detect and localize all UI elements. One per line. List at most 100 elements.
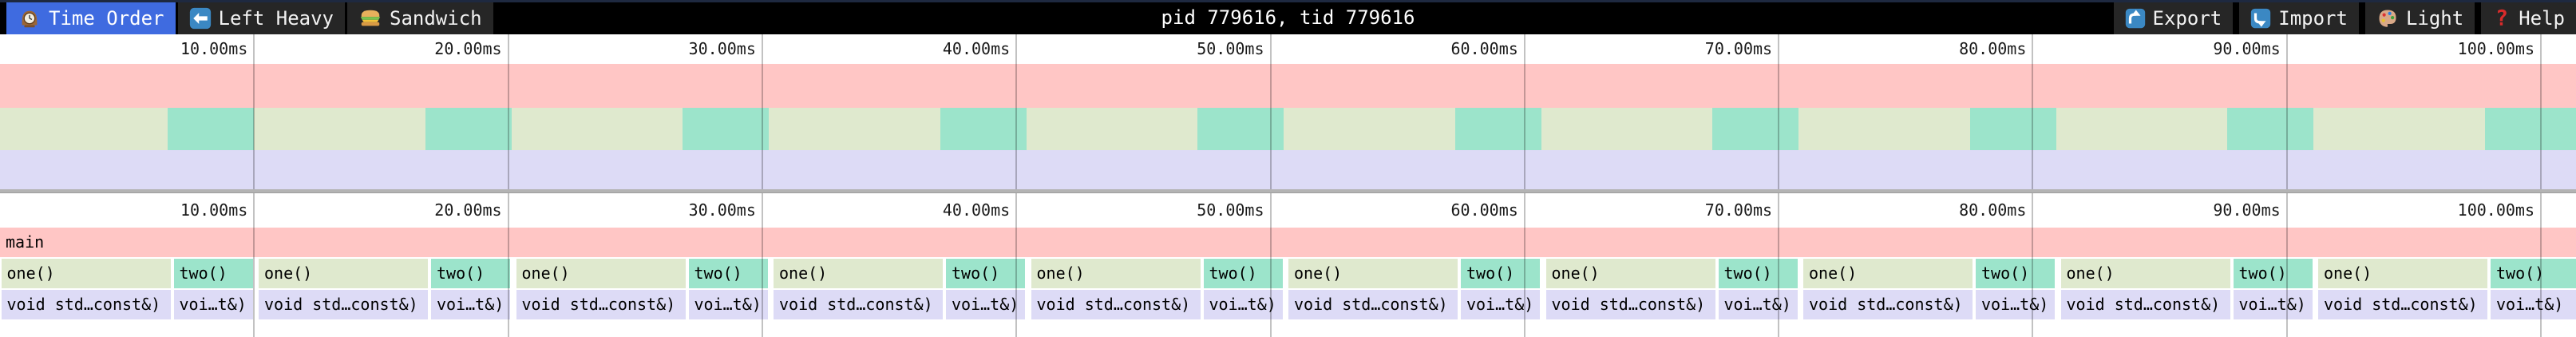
frame-one[interactable]: one() [1545, 259, 1715, 288]
tick-label: 30.00ms [688, 200, 756, 220]
tab-label: Time Order [49, 7, 164, 30]
button-label: Export [2152, 7, 2222, 30]
export-icon [2125, 8, 2145, 29]
frame-one-child[interactable]: void std…const&) [1803, 290, 1973, 319]
tick-label: 80.00ms [1959, 39, 2027, 58]
frame-two[interactable]: two() [1461, 259, 1540, 288]
frame-one[interactable]: one() [1803, 259, 1973, 288]
frame-one[interactable]: one() [2060, 259, 2230, 288]
minimap-two-segment [1712, 108, 1798, 150]
frame-one-child[interactable]: void std…const&) [1288, 290, 1458, 319]
minimap-band-one[interactable] [0, 108, 2576, 150]
frame-one-child[interactable]: void std…const&) [516, 290, 686, 319]
frame-one[interactable]: one() [259, 259, 428, 288]
help-button[interactable]: ? Help [2481, 2, 2576, 34]
frame-one-child[interactable]: void std…const&) [259, 290, 428, 319]
frame-two-child[interactable]: voi…t&) [2233, 290, 2313, 319]
frame-two-child[interactable]: voi…t&) [1976, 290, 2055, 319]
help-icon: ? [2495, 6, 2508, 30]
tab-sandwich[interactable]: Sandwich [347, 2, 493, 34]
frame-two[interactable]: two() [2491, 259, 2576, 288]
frame-two-child[interactable]: voi…t&) [688, 290, 768, 319]
frame-two[interactable]: two() [2233, 259, 2313, 288]
frame-two-child[interactable]: voi…t&) [1203, 290, 1283, 319]
minimap-band-void[interactable] [0, 150, 2576, 189]
light-button[interactable]: Light [2364, 2, 2475, 34]
frame-one-child[interactable]: void std…const&) [774, 290, 943, 319]
button-label: Light [2405, 7, 2464, 30]
frame-one[interactable]: one() [2318, 259, 2487, 288]
frame-two[interactable]: two() [688, 259, 768, 288]
view-tabs: Time Order Left Heavy Sandwich [6, 2, 493, 34]
minimap-two-segment [1969, 108, 2056, 150]
palette-icon [2379, 10, 2396, 27]
tick-label: 100.00ms [2457, 200, 2534, 220]
button-label: Help [2519, 7, 2565, 30]
frame-one-child[interactable]: void std…const&) [1, 290, 171, 319]
tick-label: 50.00ms [1197, 39, 1264, 58]
frame-one-child[interactable]: void std…const&) [1031, 290, 1201, 319]
minimap-two-segment [2227, 108, 2313, 150]
frame-two[interactable]: two() [431, 259, 510, 288]
minimap-two-segment [1197, 108, 1284, 150]
frame-one-child[interactable]: void std…const&) [2318, 290, 2487, 319]
tab-label: Sandwich [390, 7, 482, 30]
toolbar-actions: Export Import Light ? Help [2113, 2, 2576, 34]
frame-one[interactable]: one() [1, 259, 171, 288]
frame-two[interactable]: two() [1718, 259, 1798, 288]
frame-one[interactable]: one() [516, 259, 686, 288]
frame-two[interactable]: two() [1976, 259, 2055, 288]
tick-label: 10.00ms [180, 200, 248, 220]
frame-one[interactable]: one() [774, 259, 943, 288]
frame-two-child[interactable]: voi…t&) [1718, 290, 1798, 319]
tick-label: 40.00ms [942, 39, 1011, 58]
tab-label: Left Heavy [218, 7, 334, 30]
toolbar: Time Order Left Heavy Sandwich pid 77961… [0, 0, 2576, 34]
frame-two-child[interactable]: voi…t&) [2491, 290, 2576, 319]
tick-label: 50.00ms [1197, 200, 1264, 220]
frame-two-child[interactable]: voi…t&) [173, 290, 253, 319]
minimap-two-segment [940, 108, 1027, 150]
frame-one-child[interactable]: void std…const&) [2060, 290, 2230, 319]
minimap-two-segment [425, 108, 512, 150]
frame-two[interactable]: two() [1203, 259, 1283, 288]
frame-two[interactable]: two() [173, 259, 253, 288]
pane-resize-divider[interactable] [0, 189, 2576, 193]
minimap-ruler: 10.00ms 20.00ms 30.00ms 40.00ms 50.00ms 60.00… [0, 34, 2576, 64]
export-button[interactable]: Export [2113, 2, 2234, 34]
tick-label: 10.00ms [180, 39, 248, 58]
flamechart-pane[interactable]: 10.00ms 20.00ms 30.00ms 40.00ms 50.00ms 60.00… [0, 193, 2576, 337]
tick-label: 40.00ms [942, 200, 1011, 220]
frame-two[interactable]: two() [946, 259, 1025, 288]
import-button[interactable]: Import [2239, 2, 2359, 34]
frame-main[interactable]: main [0, 228, 2576, 257]
tick-label: 100.00ms [2457, 39, 2534, 58]
frame-two-child[interactable]: voi…t&) [1461, 290, 1540, 319]
window-top-strip [0, 0, 2576, 2]
minimap-band-main[interactable] [0, 64, 2576, 108]
tick-label: 60.00ms [1450, 39, 1518, 58]
flamechart-ruler: 10.00ms 20.00ms 30.00ms 40.00ms 50.00ms 60.00… [0, 193, 2576, 227]
tab-left-heavy[interactable]: Left Heavy [177, 2, 345, 34]
minimap-two-segment [683, 108, 769, 150]
profile-title: pid 779616, tid 779616 [1161, 6, 1415, 29]
svg-text:?: ? [2495, 6, 2508, 30]
minimap-pane[interactable]: 10.00ms 20.00ms 30.00ms 40.00ms 50.00ms 60.00… [0, 34, 2576, 189]
frame-one[interactable]: one() [1031, 259, 1201, 288]
tab-time-order[interactable]: Time Order [6, 2, 176, 34]
tick-label: 30.00ms [688, 39, 756, 58]
tick-label: 60.00ms [1450, 200, 1518, 220]
sandwich-icon [360, 10, 381, 26]
clock-icon [22, 10, 38, 28]
frame-one-child[interactable]: void std…const&) [1545, 290, 1715, 319]
minimap-two-segment [168, 108, 254, 150]
frame-two-child[interactable]: voi…t&) [431, 290, 510, 319]
tick-label: 70.00ms [1704, 39, 1773, 58]
tick-label: 20.00ms [434, 39, 502, 58]
frame-one[interactable]: one() [1288, 259, 1458, 288]
minimap-two-segment [1454, 108, 1541, 150]
frame-two-child[interactable]: voi…t&) [946, 290, 1025, 319]
import-icon [2251, 8, 2271, 29]
tick-label: 80.00ms [1959, 200, 2027, 220]
button-label: Import [2278, 7, 2348, 30]
